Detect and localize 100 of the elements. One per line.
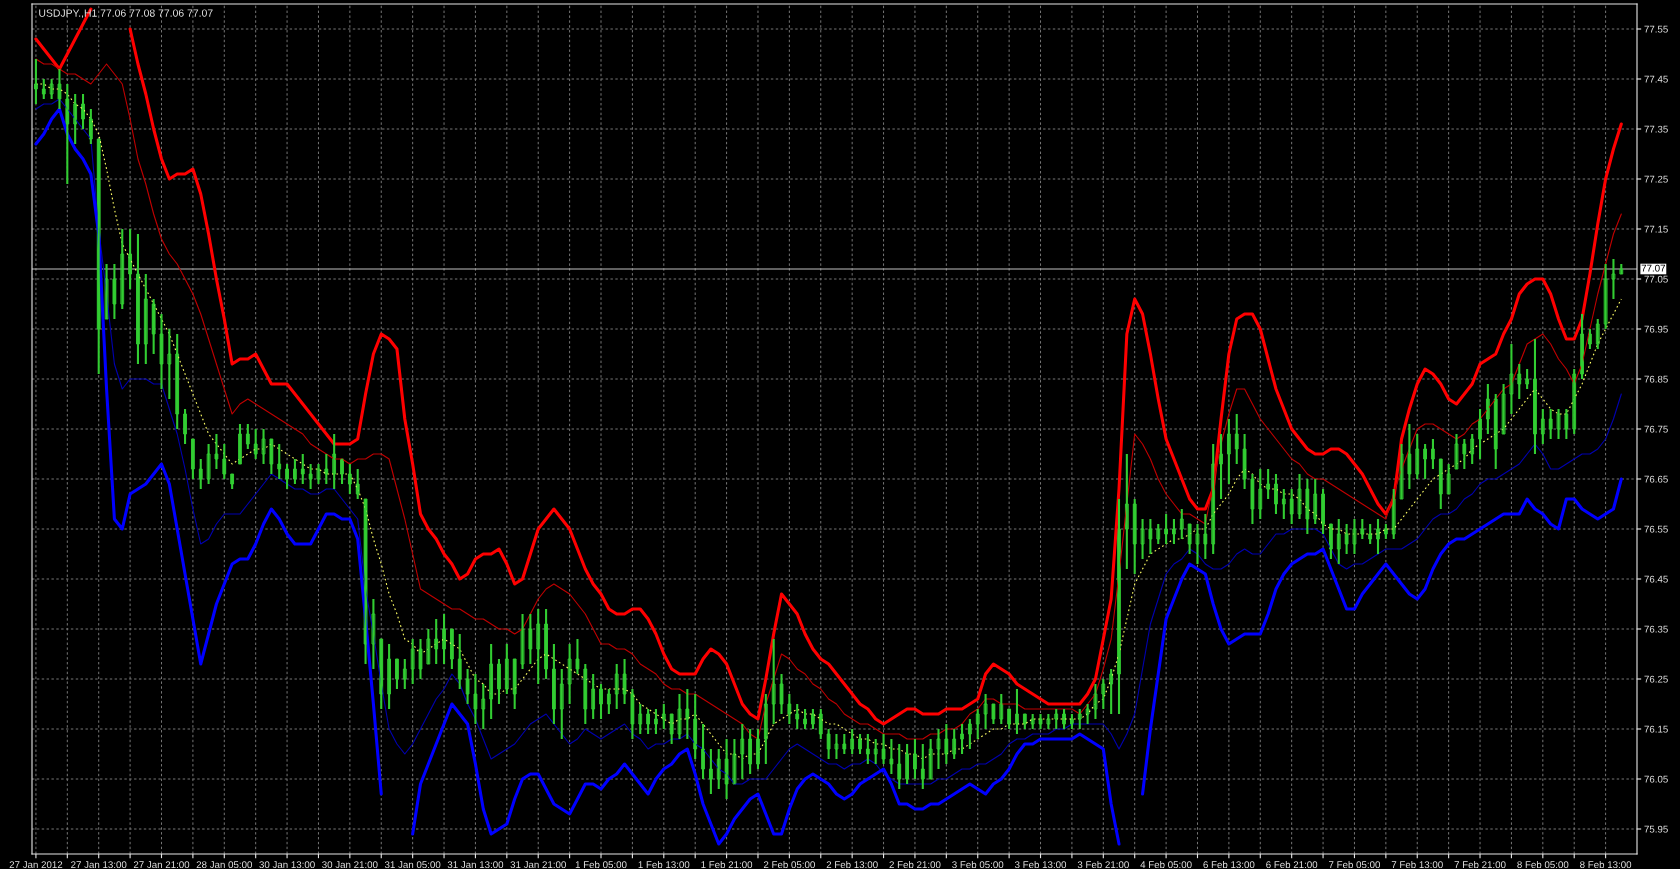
x-tick-label: 30 Jan 21:00	[322, 861, 378, 869]
candlestick	[371, 597, 376, 671]
candlestick	[771, 637, 776, 726]
candlestick	[442, 612, 446, 666]
candlestick	[1140, 517, 1145, 561]
x-tick-label: 4 Feb 05:00	[1140, 860, 1192, 869]
candlestick	[1485, 382, 1490, 436]
candlestick	[1336, 517, 1341, 566]
candlestick	[481, 682, 486, 731]
candlestick	[1501, 382, 1506, 436]
y-tick-label: 76.95	[1644, 325, 1668, 333]
candlestick	[1556, 407, 1561, 441]
x-tick-label: 27 Jan 13:00	[71, 861, 127, 869]
candlestick	[1093, 682, 1098, 721]
candlestick	[732, 737, 737, 786]
candlestick	[1054, 707, 1059, 731]
y-tick-label: 76.75	[1644, 425, 1668, 433]
x-tick-label: 27 Jan 21:00	[133, 861, 190, 869]
y-tick-label: 77.35	[1644, 125, 1668, 133]
candlestick	[999, 692, 1004, 726]
candlestick	[1509, 342, 1514, 416]
candlestick	[504, 642, 509, 696]
ref-line-label: 77.07	[1641, 264, 1666, 272]
x-tick-label: 27 Jan 2012	[9, 861, 63, 869]
y-tick-label: 77.25	[1644, 175, 1668, 183]
candlestick	[238, 422, 242, 466]
candlestick	[1540, 407, 1545, 446]
x-tick-label: 28 Jan 05:00	[196, 861, 253, 869]
candlestick	[960, 722, 964, 756]
y-tick-label: 77.55	[1644, 25, 1668, 33]
candlestick	[975, 707, 980, 741]
candlestick	[104, 262, 109, 321]
candlestick	[614, 662, 619, 711]
candlestick	[1109, 667, 1114, 716]
candlestick	[1446, 462, 1451, 496]
candlestick	[591, 672, 596, 721]
x-tick-label: 2 Feb 21:00	[889, 860, 941, 869]
candlestick	[1101, 677, 1106, 711]
candlestick	[1124, 452, 1129, 571]
y-tick-label: 76.85	[1644, 375, 1668, 383]
candlestick	[1313, 477, 1318, 526]
x-tick-label: 7 Feb 13:00	[1391, 860, 1443, 869]
candlestick	[606, 687, 611, 716]
y-tick-label: 76.25	[1644, 675, 1668, 683]
candlestick	[850, 727, 855, 756]
candlestick	[1572, 367, 1577, 436]
candlestick	[559, 667, 564, 741]
candlestick	[49, 77, 54, 101]
candlestick	[928, 737, 933, 781]
candlestick	[1258, 467, 1263, 521]
candlestick	[1470, 432, 1475, 466]
x-tick-label: 8 Feb 05:00	[1517, 860, 1569, 869]
candlestick	[654, 707, 658, 736]
candlestick	[143, 272, 148, 366]
candlestick	[952, 727, 957, 761]
candlestick	[520, 612, 525, 671]
candlestick	[489, 642, 494, 721]
candlestick	[167, 327, 172, 401]
candlestick	[677, 692, 682, 741]
candlestick	[206, 442, 211, 486]
candlestick	[763, 692, 768, 766]
candlestick	[983, 692, 988, 731]
x-tick-label: 8 Feb 13:00	[1580, 860, 1632, 869]
x-tick-label: 2 Feb 05:00	[763, 860, 815, 869]
candlestick	[716, 747, 721, 791]
candlestick	[936, 727, 941, 771]
candlestick	[873, 737, 878, 766]
y-tick-label: 77.15	[1644, 225, 1668, 233]
candlestick	[214, 432, 219, 471]
y-tick-label: 76.55	[1644, 525, 1668, 533]
candlestick	[387, 642, 392, 711]
x-tick-label: 31 Jan 05:00	[384, 861, 441, 869]
x-tick-label: 1 Feb 05:00	[575, 860, 627, 869]
candlestick	[1015, 687, 1019, 736]
candlestick	[1156, 522, 1161, 546]
candlestick	[1415, 432, 1420, 481]
candlestick	[536, 607, 541, 686]
x-tick-label: 31 Jan 21:00	[510, 861, 566, 869]
candlestick	[756, 727, 760, 771]
candlestick	[1525, 367, 1530, 391]
candlestick	[1611, 257, 1616, 301]
candlestick	[1376, 517, 1380, 556]
candlestick	[1195, 522, 1200, 566]
candlestick	[967, 717, 972, 751]
y-tick-label: 76.65	[1644, 475, 1668, 483]
y-tick-label: 76.15	[1644, 725, 1668, 733]
y-tick-label: 76.45	[1644, 575, 1668, 583]
candlestick	[1595, 317, 1600, 351]
candlestick	[811, 707, 815, 731]
candlestick	[1297, 472, 1302, 521]
candlestick	[410, 637, 415, 686]
candlestick	[1219, 432, 1223, 501]
candlestick	[1179, 507, 1184, 541]
y-tick-label: 76.05	[1644, 775, 1668, 783]
x-tick-label: 1 Feb 13:00	[638, 860, 690, 869]
candlestick	[1454, 432, 1459, 471]
candlestick	[402, 657, 407, 691]
candlestick	[1226, 417, 1231, 486]
x-tick-label: 6 Feb 13:00	[1203, 860, 1255, 869]
candlestick	[834, 732, 839, 761]
